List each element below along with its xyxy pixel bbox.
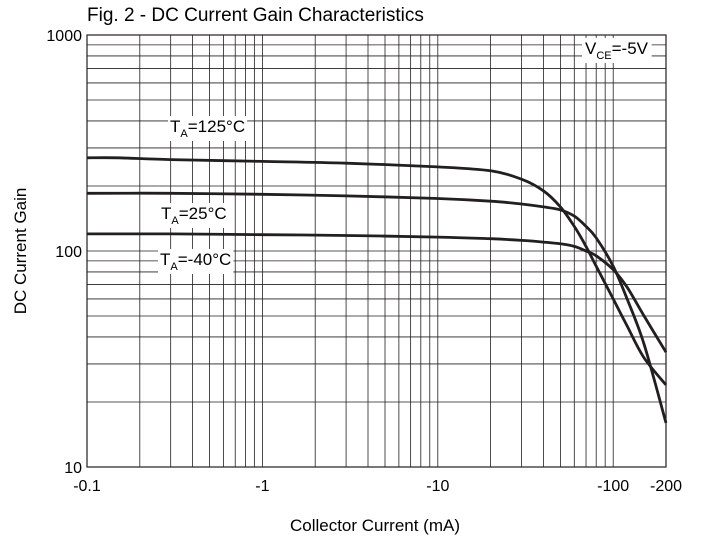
x-tick-label: -0.1 xyxy=(73,478,101,495)
y-tick-label: 1000 xyxy=(46,28,82,45)
curve-label-25c-text: TA=25°C xyxy=(161,204,227,227)
curve-label-25c-bg xyxy=(159,203,229,228)
curve-label-125c-text: TA=125°C xyxy=(170,117,245,140)
x-axis-label: Collector Current (mA) xyxy=(290,516,460,535)
series-lines xyxy=(86,156,668,424)
y-tick-label: 10 xyxy=(64,460,82,477)
y-axis-label: DC Current Gain xyxy=(11,188,30,315)
annotations: TA=125°C TA=25°C TA=-40°C VCE=-5V xyxy=(158,38,652,274)
x-tick-label: -1 xyxy=(255,478,269,495)
y-tick-label: 100 xyxy=(55,244,82,261)
curve-label-minus40c: TA=-40°C xyxy=(158,249,234,274)
chart-title: Fig. 2 - DC Current Gain Characteristics xyxy=(87,5,424,26)
curve-label-25c: TA=25°C xyxy=(159,203,229,228)
curve-label-minus40c-text: TA=-40°C xyxy=(160,250,231,273)
condition-label-text: VCE=-5V xyxy=(585,39,649,62)
curve-label-125c: TA=125°C xyxy=(168,116,248,141)
x-tick-label: -100 xyxy=(597,478,629,495)
plot-frame xyxy=(86,34,667,468)
series-line-0 xyxy=(86,156,668,386)
tick-labels: -0.1 -1 -10 -100 -200 10 100 1000 xyxy=(46,28,682,495)
condition-label-bg xyxy=(582,38,652,63)
condition-label: VCE=-5V xyxy=(582,38,652,63)
series-line-1 xyxy=(86,191,668,424)
curve-label-minus40c-bg xyxy=(158,249,234,274)
grid xyxy=(87,35,666,467)
series-line-2 xyxy=(86,232,668,353)
x-tick-label: -10 xyxy=(426,478,449,495)
curve-label-125c-bg xyxy=(168,116,248,141)
x-tick-label: -200 xyxy=(650,478,682,495)
